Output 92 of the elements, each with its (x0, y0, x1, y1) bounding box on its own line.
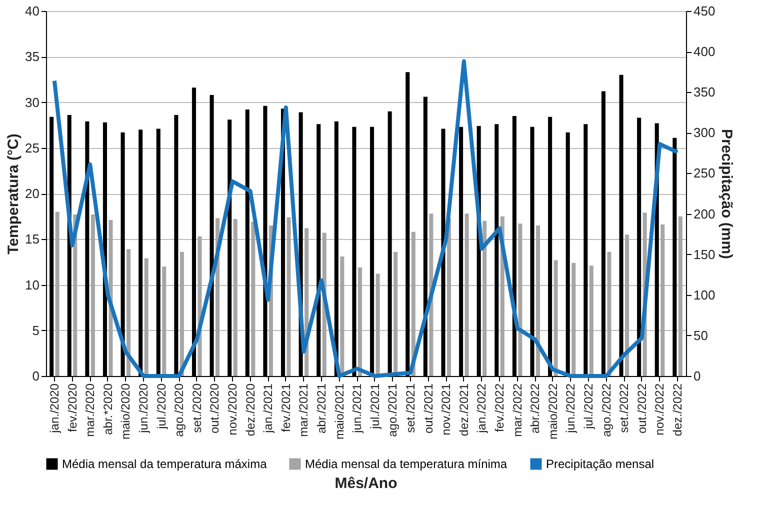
x-tick-label: abr.*2020 (100, 383, 115, 435)
y2-tick-label: 400 (694, 44, 716, 60)
x-tick-label: dez./2020 (243, 383, 258, 436)
bar (233, 219, 238, 376)
x-tick-label: dez./2022 (670, 383, 685, 436)
x-tick-label: nov./2020 (225, 383, 240, 436)
y2-tick-label: 0 (694, 368, 701, 384)
x-tick-label: fev./2021 (278, 383, 293, 432)
y-tick-label: 20 (25, 186, 40, 201)
x-tick-label: nov./2022 (652, 383, 667, 436)
legend-label: Média mensal da temperatura máxima (62, 457, 268, 471)
y2-axis-title: Precipitação (mm) (718, 128, 736, 260)
x-tick-label: ago./2021 (386, 383, 400, 437)
bar (554, 260, 558, 376)
x-tick-label: mar./2020 (83, 383, 98, 437)
x-tick-label: abr./2022 (528, 383, 542, 434)
bar (429, 214, 434, 376)
x-tick-label: out./2022 (634, 383, 649, 434)
x-tick-label: jun./2020 (136, 383, 150, 434)
y-tick-label: 10 (25, 277, 40, 292)
bar (162, 266, 166, 376)
y-tick-label: 5 (32, 322, 40, 338)
x-tick-label: abr./2021 (314, 383, 328, 434)
y-tick-label: 25 (25, 140, 40, 156)
x-tick-label: jun./2021 (350, 383, 364, 434)
bar (251, 222, 256, 376)
bar (174, 115, 178, 376)
x-tick-label: set./2021 (404, 383, 418, 433)
x-tick-label: set./2020 (190, 383, 204, 433)
y2-tick-label: 150 (694, 246, 716, 262)
bar (536, 225, 540, 376)
bar (584, 124, 588, 376)
x-tick-label: maio/2020 (118, 383, 133, 440)
bar (156, 128, 160, 376)
x-tick-label: jan./2022 (474, 383, 489, 434)
x-axis-title: Mês/Ano (334, 475, 398, 492)
bar (108, 220, 113, 376)
bar (55, 212, 60, 376)
y2-tick-label: 50 (694, 328, 708, 343)
x-tick-label: set./2022 (617, 383, 632, 433)
y-tick-label: 30 (25, 94, 40, 110)
y-axis-title: Temperatura (°C) (5, 134, 22, 254)
y2-tick-label: 200 (694, 206, 716, 222)
bar (518, 224, 522, 376)
y2-tick-label: 250 (694, 166, 716, 181)
bar (358, 267, 362, 376)
y2-tick-label: 300 (694, 125, 716, 140)
y-tick-label: 35 (25, 49, 40, 64)
y-tick-label: 40 (25, 4, 40, 18)
bar (180, 252, 184, 376)
x-tick-label: jul./2022 (582, 383, 596, 430)
y2-tick-label: 350 (694, 84, 716, 100)
bar (482, 220, 487, 376)
x-tick-label: maio/2021 (332, 383, 346, 440)
x-tick-label: fev./2020 (65, 383, 80, 432)
x-tick-label: mar./2021 (296, 383, 311, 437)
x-tick-label: jan./2021 (261, 383, 276, 434)
bar (286, 217, 291, 376)
y-tick-label: 0 (32, 368, 40, 384)
x-tick-label: jul./2020 (154, 383, 168, 430)
bar (625, 234, 630, 376)
y-tick-label: 15 (25, 232, 40, 247)
bar (376, 274, 380, 376)
x-tick-label: nov./2021 (439, 383, 454, 436)
legend-label: Média mensal da temperatura mínima (305, 457, 508, 471)
bar (144, 258, 148, 376)
x-tick-label: ago./2020 (172, 383, 186, 437)
bar (126, 249, 131, 376)
bar (464, 214, 469, 376)
line-series (52, 59, 680, 378)
x-tick-label: ago./2022 (599, 383, 614, 437)
bar (678, 216, 682, 376)
bar (90, 214, 95, 376)
bar (601, 91, 606, 376)
legend-label: Precipitação mensal (546, 457, 654, 471)
x-tick-label: jan./2020 (47, 383, 62, 434)
bar (572, 262, 576, 376)
x-tick-label: out./2020 (208, 383, 222, 434)
x-tick-label: out./2021 (421, 383, 436, 434)
bar (660, 224, 665, 376)
bar (607, 252, 612, 376)
x-tick-label: jun./2022 (564, 383, 578, 434)
x-tick-label: dez./2021 (456, 383, 471, 436)
y2-tick-label: 450 (694, 4, 716, 18)
x-tick-label: jul./2021 (368, 383, 382, 430)
x-tick-label: mar./2022 (510, 383, 524, 437)
x-tick-label: maio/2022 (546, 383, 560, 440)
bar (566, 132, 570, 376)
y2-tick-label: 100 (694, 287, 716, 302)
x-tick-label: fev./2022 (492, 383, 507, 432)
bar (589, 266, 594, 376)
bar (446, 218, 452, 376)
